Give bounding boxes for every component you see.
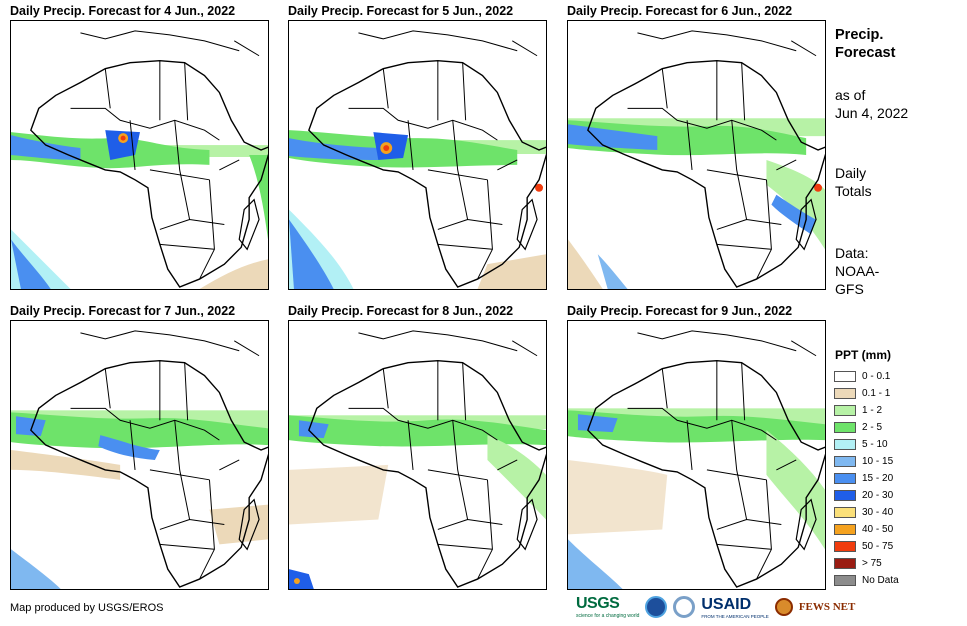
legend-label: 1 - 2 xyxy=(862,405,883,416)
as-of-date: as of Jun 4, 2022 xyxy=(835,86,908,122)
legend-item: 2 - 5 xyxy=(834,419,899,436)
usgs-logo: USGS science for a changing world xyxy=(576,595,639,619)
panel-title-6: Daily Precip. Forecast for 9 Jun., 2022 xyxy=(567,304,793,318)
usgs-logo-text: USGS xyxy=(576,595,620,612)
legend-item: 5 - 10 xyxy=(834,436,899,453)
legend-swatch xyxy=(834,558,856,569)
data-source: Data: NOAA- GFS xyxy=(835,244,879,298)
legend-swatch xyxy=(834,439,856,450)
panel-title-3: Daily Precip. Forecast for 6 Jun., 2022 xyxy=(567,4,793,18)
precip-map-day3 xyxy=(567,20,826,290)
legend-label: 2 - 5 xyxy=(862,422,883,433)
legend-item: 15 - 20 xyxy=(834,470,899,487)
legend-label: No Data xyxy=(862,575,899,586)
legend-swatch xyxy=(834,541,856,552)
legend-label: 15 - 20 xyxy=(862,473,894,484)
legend-label: 30 - 40 xyxy=(862,507,894,518)
daily-totals-label: Daily Totals xyxy=(835,164,872,200)
totals-line-1: Daily xyxy=(835,165,867,181)
legend-item: No Data xyxy=(834,572,899,589)
precip-map-day5 xyxy=(288,320,547,590)
panel-title-1: Daily Precip. Forecast for 4 Jun., 2022 xyxy=(10,4,236,18)
legend-item: 40 - 50 xyxy=(834,521,899,538)
legend-label: 5 - 10 xyxy=(862,439,888,450)
legend-swatch xyxy=(834,456,856,467)
usaid-tagline: FROM THE AMERICAN PEOPLE xyxy=(701,613,769,619)
legend-label: 0 - 0.1 xyxy=(862,371,891,382)
legend-label: 50 - 75 xyxy=(862,541,894,552)
data-line-3: GFS xyxy=(835,281,864,297)
legend-item: > 75 xyxy=(834,555,899,572)
totals-line-2: Totals xyxy=(835,183,872,199)
legend-swatch xyxy=(834,473,856,484)
legend-swatch xyxy=(834,507,856,518)
asof-line-1: as of xyxy=(835,87,866,103)
legend-item: 0.1 - 1 xyxy=(834,385,899,402)
noaa-logo-icon xyxy=(645,596,668,618)
usaid-logo: USAID FROM THE AMERICAN PEOPLE xyxy=(701,596,768,619)
legend-label: 0.1 - 1 xyxy=(862,388,891,399)
fews-net-logo: FEWS NET xyxy=(798,601,856,613)
legend-item: 1 - 2 xyxy=(834,402,899,419)
map-credit: Map produced by USGS/EROS xyxy=(10,602,164,614)
legend: 0 - 0.1 0.1 - 1 1 - 2 2 - 5 5 - 10 10 - 15 15 … xyxy=(834,368,899,589)
legend-label: 10 - 15 xyxy=(862,456,894,467)
precip-map-day6 xyxy=(567,320,826,590)
legend-swatch xyxy=(834,422,856,433)
precip-map-day4 xyxy=(10,320,269,590)
legend-title: PPT (mm) xyxy=(835,348,892,362)
precip-map-day1 xyxy=(10,20,269,290)
legend-item: 50 - 75 xyxy=(834,538,899,555)
side-heading: Precip. Forecast xyxy=(835,26,895,62)
legend-label: 40 - 50 xyxy=(862,524,894,535)
legend-label: > 75 xyxy=(862,558,882,569)
data-line-1: Data: xyxy=(835,245,869,261)
heading-line-2: Forecast xyxy=(835,45,896,61)
legend-swatch xyxy=(834,405,856,416)
legend-swatch xyxy=(834,490,856,501)
legend-swatch xyxy=(834,371,856,382)
legend-item: 20 - 30 xyxy=(834,487,899,504)
legend-swatch xyxy=(834,388,856,399)
panel-title-4: Daily Precip. Forecast for 7 Jun., 2022 xyxy=(10,304,236,318)
legend-item: 0 - 0.1 xyxy=(834,368,899,385)
usaid-seal-icon xyxy=(673,596,696,618)
panel-title-2: Daily Precip. Forecast for 5 Jun., 2022 xyxy=(288,4,514,18)
heading-line-1: Precip. xyxy=(835,27,884,43)
asof-line-2: Jun 4, 2022 xyxy=(835,105,909,121)
legend-swatch xyxy=(834,524,856,535)
legend-swatch xyxy=(834,575,856,586)
usaid-logo-text: USAID xyxy=(701,595,752,613)
panel-title-5: Daily Precip. Forecast for 8 Jun., 2022 xyxy=(288,304,514,318)
legend-label: 20 - 30 xyxy=(862,490,894,501)
legend-item: 10 - 15 xyxy=(834,453,899,470)
fews-globe-icon xyxy=(774,598,793,616)
data-line-2: NOAA- xyxy=(835,263,880,279)
usgs-tagline: science for a changing world xyxy=(576,613,640,619)
legend-item: 30 - 40 xyxy=(834,504,899,521)
precip-map-day2 xyxy=(288,20,547,290)
logo-bar: USGS science for a changing world USAID … xyxy=(576,595,855,619)
